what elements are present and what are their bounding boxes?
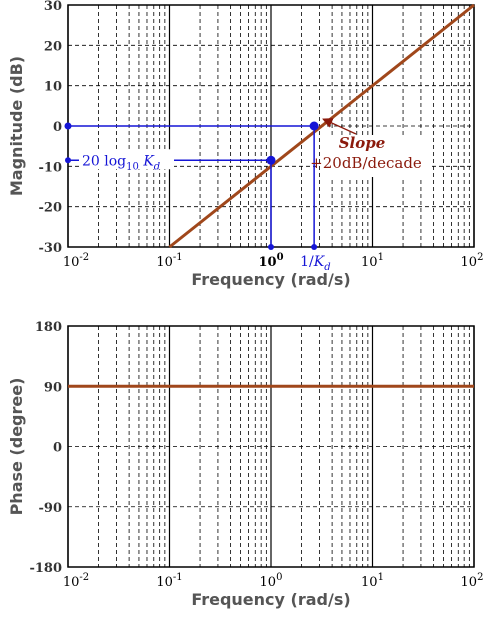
plot-frame — [67, 325, 475, 568]
gain-label: 20 log10 Kd — [82, 153, 160, 172]
unity-axis-dot — [268, 244, 274, 250]
x-tick-label: 102 — [461, 572, 484, 590]
x-tick-label: 100 — [258, 252, 283, 270]
y-tick-label: 180 — [35, 320, 62, 335]
y-tick-label: 0 — [53, 120, 62, 135]
x-tick-label: 10-2 — [63, 572, 89, 590]
series-line — [168, 3, 475, 249]
y-axis-label: Magnitude (dB) — [7, 56, 26, 196]
y-tick-label: -30 — [39, 241, 63, 256]
y-tick-label: -180 — [29, 561, 62, 576]
y-tick-label: 30 — [44, 0, 62, 14]
x-tick-label: 10-2 — [63, 252, 89, 270]
y-tick-label: 0 — [53, 441, 62, 456]
y-tick-label: -90 — [39, 501, 63, 516]
x-tick-label: 101 — [361, 252, 384, 270]
crossover-point — [309, 121, 319, 131]
x-axis-label: Frequency (rad/s) — [191, 270, 350, 289]
y-tick-label: -20 — [39, 201, 63, 216]
phase-plot: -180 -90 0 90 180 10-2 10-1 100 101 102 Frequency … — [7, 320, 483, 609]
y-axis-label: Phase (degree) — [7, 378, 26, 516]
x-tick-label: 102 — [461, 252, 484, 270]
slope-text: +20dB/decade — [310, 154, 422, 172]
crossover-label: 1/Kd — [300, 254, 331, 273]
x-tick-label: 100 — [260, 572, 283, 590]
zero-db-dot — [64, 122, 72, 130]
x-tick-label: 10-1 — [156, 572, 182, 590]
slope-label-bg — [320, 135, 430, 177]
y-tick-label: 90 — [44, 380, 62, 395]
slope-title: Slope — [339, 134, 386, 152]
y-tick-label: 20 — [44, 39, 62, 54]
crossover-axis-dot — [311, 244, 318, 250]
y-tick-label: 10 — [44, 80, 62, 95]
x-tick-label: 10-1 — [156, 252, 182, 270]
gain-axis-dot — [65, 157, 71, 164]
magnitude-plot: -30 -20 -10 0 10 20 30 10-2 10-1 100 101 102 Frequen… — [7, 0, 483, 289]
x-axis-label: Frequency (rad/s) — [191, 590, 350, 609]
y-tick-label: -10 — [39, 160, 63, 175]
gain-label-bg — [79, 149, 174, 170]
gain-point — [266, 155, 276, 165]
slope-arrow — [322, 118, 357, 135]
x-tick-label: 101 — [361, 572, 384, 590]
